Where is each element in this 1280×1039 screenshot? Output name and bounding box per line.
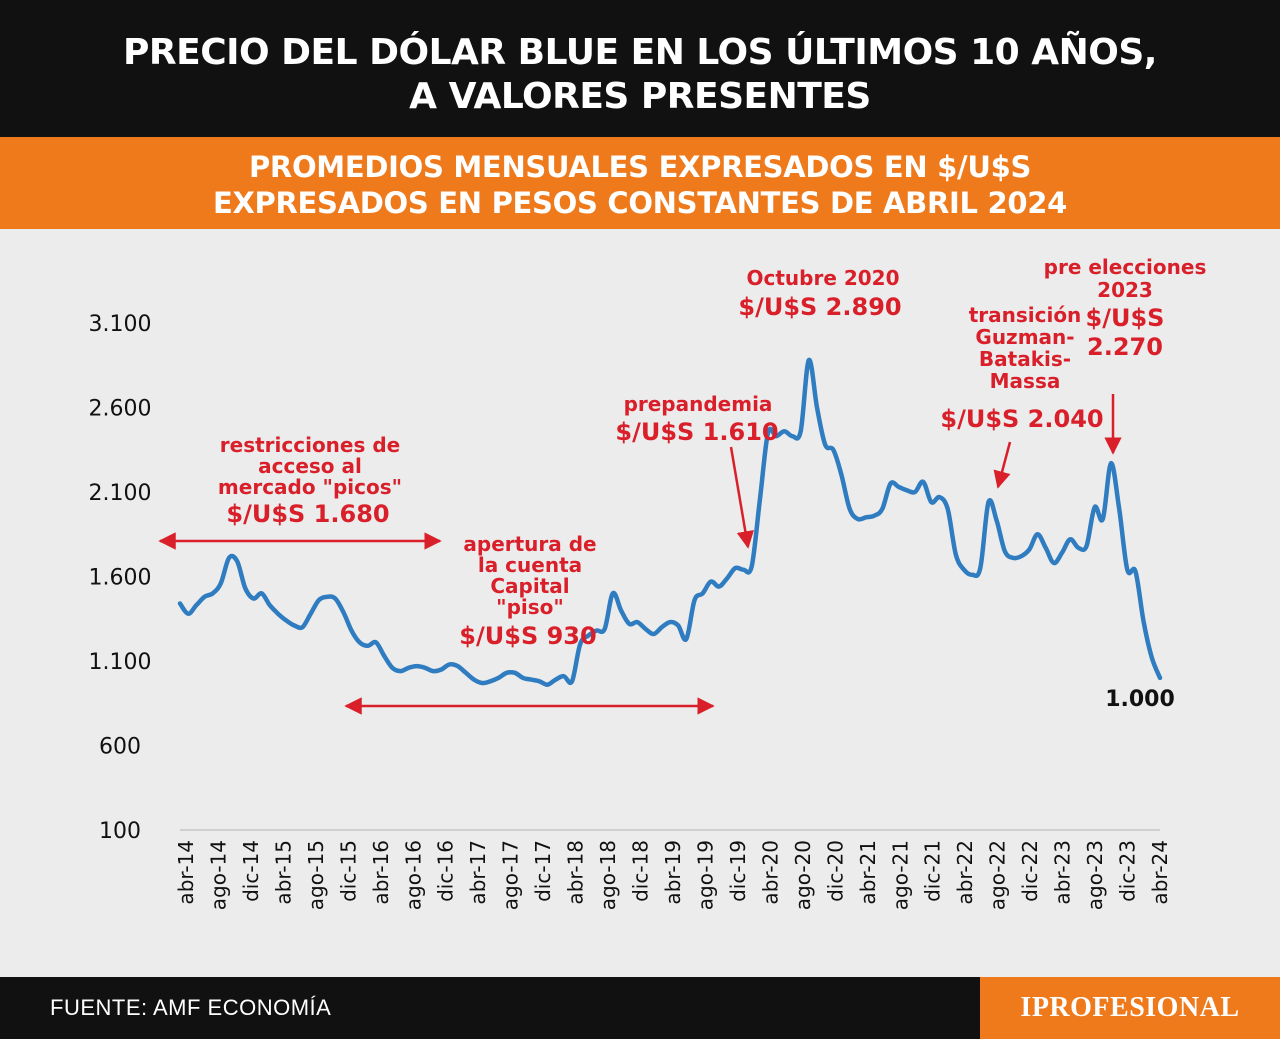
annotation-text: mercado "picos" xyxy=(218,475,402,499)
title-bar: PRECIO DEL DÓLAR BLUE EN LOS ÚLTIMOS 10 … xyxy=(0,0,1280,137)
annotation-arrow xyxy=(729,446,754,549)
x-tick-label: dic-22 xyxy=(1018,840,1042,902)
y-axis: 3.100 2.600 2.100 1.600 1.100 600 100 xyxy=(89,312,152,844)
x-axis: abr-14 ago-14 dic-14 abr-15 ago-15 dic-15 abr-… xyxy=(174,829,1172,910)
annotation-transicion: transición Guzman- Batakis- Massa $/U$S … xyxy=(940,303,1103,433)
annotation-octubre-2020: Octubre 2020 $/U$S 2.890 xyxy=(738,266,901,321)
annotation-value: $/U$S 2.040 xyxy=(940,405,1103,433)
annotation-pre-elecciones: pre elecciones 2023 $/U$S 2.270 xyxy=(1044,255,1207,361)
x-tick-label: dic-18 xyxy=(629,840,653,902)
x-tick-label: ago-17 xyxy=(499,840,523,910)
x-tick-label: dic-20 xyxy=(823,840,847,902)
footer: FUENTE: AMF ECONOMÍA IPROFESIONAL xyxy=(0,977,1280,1039)
y-tick-label: 600 xyxy=(99,735,141,760)
chart-area: 3.100 2.600 2.100 1.600 1.100 600 100 abr-14 ag… xyxy=(0,229,1280,977)
annotation-arrows xyxy=(158,394,1122,715)
annotation-text: acceso al xyxy=(258,454,362,478)
series-group xyxy=(177,357,1163,687)
x-tick-label: ago-15 xyxy=(304,840,328,910)
annotation-text: apertura de xyxy=(463,532,596,556)
annotation-text: pre elecciones xyxy=(1044,255,1207,279)
x-tick-label: ago-14 xyxy=(206,840,230,910)
annotation-text: restricciones de xyxy=(220,433,400,457)
annotation-text: transición xyxy=(969,303,1082,327)
x-tick-label: abr-14 xyxy=(174,840,198,905)
y-tick-label: 2.600 xyxy=(89,397,152,422)
annotation-text: "piso" xyxy=(496,595,564,619)
x-tick-label: ago-19 xyxy=(693,840,717,910)
x-tick-label: ago-22 xyxy=(986,840,1010,910)
y-tick-label: 3.100 xyxy=(89,312,152,337)
source-text: FUENTE: AMF ECONOMÍA xyxy=(50,995,332,1020)
x-tick-label: abr-18 xyxy=(564,840,588,905)
x-tick-label: abr-16 xyxy=(369,840,393,905)
series-line xyxy=(177,357,1163,687)
x-tick-label: abr-17 xyxy=(466,840,490,905)
subtitle-bar: PROMEDIOS MENSUALES EXPRESADOS EN $/U$S … xyxy=(0,137,1280,229)
x-tick-label: ago-23 xyxy=(1083,840,1107,910)
chart-subtitle-line-1: PROMEDIOS MENSUALES EXPRESADOS EN $/U$S xyxy=(248,150,1032,184)
annotation-value: $/U$S xyxy=(1086,304,1165,332)
annotation-text: la cuenta xyxy=(478,553,582,577)
annotation-text: Capital xyxy=(490,574,569,598)
x-tick-label: abr-19 xyxy=(661,840,685,905)
annotation-restricciones: restricciones de acceso al mercado "pico… xyxy=(218,433,402,528)
x-tick-label: dic-16 xyxy=(434,840,458,902)
annotation-text: Octubre 2020 xyxy=(746,266,899,290)
annotation-text: prepandemia xyxy=(624,392,773,416)
annotation-value: $/U$S 930 xyxy=(459,622,596,650)
chart-subtitle-line-2: EXPRESADOS EN PESOS CONSTANTES DE ABRIL … xyxy=(212,186,1067,220)
brand-logo: IPROFESIONAL xyxy=(980,977,1280,1039)
x-tick-label: dic-21 xyxy=(921,840,945,902)
x-tick-label: dic-23 xyxy=(1116,840,1140,902)
x-tick-label: ago-21 xyxy=(888,840,912,910)
x-tick-label: dic-14 xyxy=(239,840,263,902)
end-value-label: 1.000 xyxy=(1105,687,1175,712)
chart-title-line-2: A VALORES PRESENTES xyxy=(409,76,871,117)
x-tick-label: ago-20 xyxy=(791,840,815,910)
annotation-value: $/U$S 1.610 xyxy=(615,418,778,446)
annotation-value: $/U$S 1.680 xyxy=(226,500,389,528)
chart-title-line-1: PRECIO DEL DÓLAR BLUE EN LOS ÚLTIMOS 10 … xyxy=(123,32,1157,73)
x-tick-label: dic-17 xyxy=(531,840,555,902)
annotation-prepandemia: prepandemia $/U$S 1.610 xyxy=(615,392,778,446)
x-tick-label: abr-24 xyxy=(1148,840,1172,905)
annotation-value: 2.270 xyxy=(1087,333,1163,361)
x-tick-label: ago-16 xyxy=(401,840,425,910)
y-tick-label: 100 xyxy=(99,819,141,844)
annotation-apertura: apertura de la cuenta Capital "piso" $/U… xyxy=(459,532,596,650)
x-tick-label: abr-22 xyxy=(953,840,977,905)
annotation-value: $/U$S 2.890 xyxy=(738,293,901,321)
annotation-text: Batakis- xyxy=(979,347,1071,371)
annotation-text: Massa xyxy=(990,369,1061,393)
line-chart: 3.100 2.600 2.100 1.600 1.100 600 100 abr-14 ag… xyxy=(89,255,1207,910)
annotation-text: Guzman- xyxy=(975,325,1074,349)
x-tick-label: dic-19 xyxy=(726,840,750,902)
x-tick-label: abr-23 xyxy=(1051,840,1075,905)
x-tick-label: abr-15 xyxy=(271,840,295,905)
y-tick-label: 1.600 xyxy=(89,566,152,591)
y-tick-label: 1.100 xyxy=(89,650,152,675)
annotation-text: 2023 xyxy=(1097,278,1153,302)
x-tick-label: abr-21 xyxy=(856,840,880,905)
x-tick-label: ago-18 xyxy=(596,840,620,910)
x-tick-label: dic-15 xyxy=(336,840,360,902)
annotation-arrow xyxy=(993,441,1012,489)
y-tick-label: 2.100 xyxy=(89,481,152,506)
x-tick-label: abr-20 xyxy=(758,840,782,905)
